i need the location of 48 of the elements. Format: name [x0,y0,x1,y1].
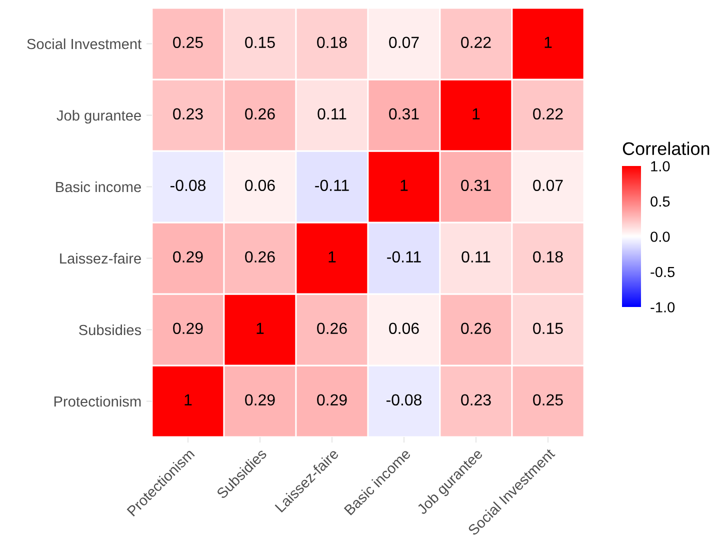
y-tick-label: Social Investment [27,38,142,50]
data-label: 1 [472,108,480,120]
data-label: 0.26 [317,322,347,334]
data-label: 0.26 [245,251,275,263]
data-label: 0.25 [173,36,203,48]
color-bar-label: 1.0 [651,161,670,172]
data-label: -0.11 [315,180,349,192]
data-label: 0.29 [245,394,275,406]
color-bar-label: -0.5 [650,266,675,278]
data-label: 0.29 [173,251,203,263]
data-label: 0.23 [461,394,491,406]
data-label: 0.25 [533,394,563,406]
data-label: 0.18 [317,36,347,48]
data-label: -0.08 [386,394,422,406]
y-tick-label: Protectionism [54,396,141,407]
data-label: 0.06 [245,180,275,192]
y-tick-label: Laissez-faire [60,252,141,264]
data-label: 0.11 [462,251,490,263]
data-label: 1 [184,394,192,406]
data-label: 1 [400,180,408,191]
data-label: 0.26 [461,322,491,334]
data-label: 0.22 [533,108,563,120]
color-bar-label: -1.0 [650,302,675,312]
y-tick-label: Job gurantee [56,110,141,124]
data-label: -0.08 [170,180,206,192]
data-label: -0.11 [387,251,421,263]
data-label: 0.26 [245,108,275,120]
data-label: 0.31 [461,180,491,192]
data-label: 0.29 [173,322,203,334]
data-label: 0.18 [533,251,563,263]
data-label: 0.06 [389,322,419,334]
data-label: 0.15 [533,322,563,334]
legend-title: Correlation [622,142,710,156]
data-label: 1 [544,36,552,48]
data-label: 1 [328,251,336,262]
data-label: 0.07 [533,180,563,192]
data-label: 0.07 [389,36,419,48]
color-bar-label: 0.0 [650,232,670,242]
y-tick-label: Basic income [56,181,141,192]
data-label: 0.11 [318,108,346,120]
data-label: 1 [256,322,264,334]
color-bar-label: 0.5 [650,196,670,207]
data-label: 0.15 [245,36,275,48]
data-label: 0.23 [173,108,203,120]
data-label: 0.29 [317,394,347,406]
data-label: 0.22 [461,36,491,48]
data-label: 0.31 [389,108,419,120]
y-tick-label: Subsidies [79,324,142,336]
